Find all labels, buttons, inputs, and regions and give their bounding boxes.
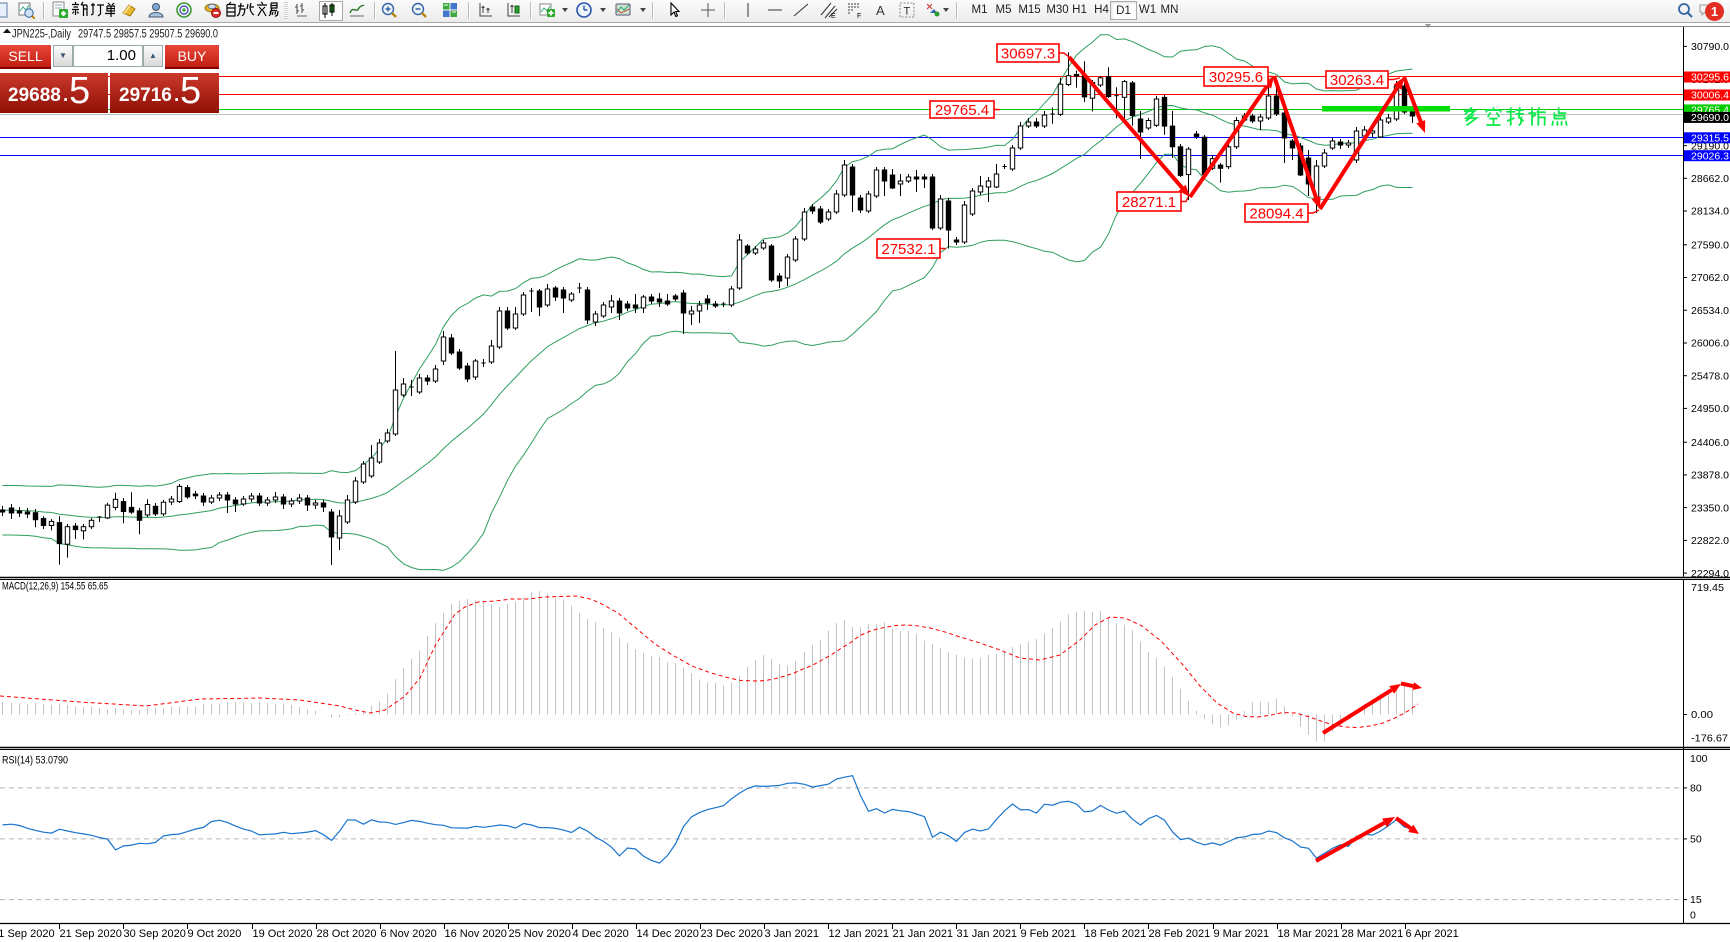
svg-text:11 Sep 2020: 11 Sep 2020: [0, 928, 55, 940]
svg-text:25478.0: 25478.0: [1691, 370, 1729, 382]
svg-text:28 Mar 2021: 28 Mar 2021: [1342, 928, 1404, 940]
svg-text:0: 0: [1690, 910, 1696, 922]
svg-text:29747.5 29857.5 29507.5 29690.: 29747.5 29857.5 29507.5 29690.0: [78, 27, 218, 41]
svg-text:9 Feb 2021: 9 Feb 2021: [1021, 928, 1077, 940]
svg-text:19 Oct 2020: 19 Oct 2020: [253, 928, 313, 940]
svg-text:18 Mar 2021: 18 Mar 2021: [1278, 928, 1340, 940]
svg-text:30295.6: 30295.6: [1691, 72, 1729, 84]
svg-text:27062.0: 27062.0: [1691, 272, 1729, 284]
svg-text:30006.4: 30006.4: [1691, 90, 1729, 102]
svg-text:24406.0: 24406.0: [1691, 437, 1729, 449]
svg-text:23350.0: 23350.0: [1691, 502, 1729, 514]
svg-text:21 Jan 2021: 21 Jan 2021: [893, 928, 954, 940]
svg-text:RSI(14) 53.0790: RSI(14) 53.0790: [2, 755, 68, 767]
svg-text:22822.0: 22822.0: [1691, 535, 1729, 547]
svg-text:28134.0: 28134.0: [1691, 206, 1729, 218]
svg-text:29690.0: 29690.0: [1691, 112, 1729, 124]
svg-text:T: T: [904, 6, 911, 18]
svg-text:31 Jan 2021: 31 Jan 2021: [957, 928, 1018, 940]
svg-text:F: F: [857, 13, 861, 19]
svg-text:29315.5: 29315.5: [1691, 133, 1729, 145]
svg-text:719.45: 719.45: [1691, 582, 1724, 594]
svg-text:26006.0: 26006.0: [1691, 338, 1729, 350]
svg-text:29026.3: 29026.3: [1691, 150, 1729, 162]
svg-text:28662.0: 28662.0: [1691, 173, 1729, 185]
svg-text:-176.67: -176.67: [1691, 733, 1728, 745]
svg-text:30263.4: 30263.4: [1330, 72, 1384, 89]
svg-text:28094.4: 28094.4: [1249, 205, 1303, 222]
svg-text:18 Feb 2021: 18 Feb 2021: [1085, 928, 1147, 940]
svg-text:6 Apr 2021: 6 Apr 2021: [1406, 928, 1459, 940]
svg-text:30 Sep 2020: 30 Sep 2020: [124, 928, 186, 940]
svg-text:27532.1: 27532.1: [881, 241, 935, 258]
svg-text:16 Nov 2020: 16 Nov 2020: [445, 928, 507, 940]
svg-text:E: E: [831, 13, 836, 19]
svg-text:24950.0: 24950.0: [1691, 403, 1729, 415]
svg-text:9 Oct 2020: 9 Oct 2020: [188, 928, 242, 940]
svg-text:100: 100: [1690, 753, 1708, 765]
svg-text:14 Dec 2020: 14 Dec 2020: [637, 928, 699, 940]
svg-text:28 Feb 2021: 28 Feb 2021: [1149, 928, 1211, 940]
svg-text:12 Jan 2021: 12 Jan 2021: [829, 928, 890, 940]
svg-text:6 Nov 2020: 6 Nov 2020: [381, 928, 437, 940]
svg-text:30697.3: 30697.3: [1001, 45, 1055, 62]
svg-text:A: A: [876, 3, 885, 18]
svg-text:80: 80: [1690, 783, 1702, 795]
svg-text:21 Sep 2020: 21 Sep 2020: [60, 928, 122, 940]
svg-text:JPN225-,Daily: JPN225-,Daily: [12, 27, 71, 41]
svg-text:15: 15: [1690, 894, 1702, 906]
svg-text:0.00: 0.00: [1691, 709, 1713, 721]
svg-text:23 Dec 2020: 23 Dec 2020: [701, 928, 763, 940]
svg-text:23878.0: 23878.0: [1691, 470, 1729, 482]
svg-text:27590.0: 27590.0: [1691, 240, 1729, 252]
svg-text:MACD(12,26,9) 154.55 65.65: MACD(12,26,9) 154.55 65.65: [2, 581, 108, 593]
svg-text:22294.0: 22294.0: [1691, 568, 1729, 580]
svg-text:9 Mar 2021: 9 Mar 2021: [1214, 928, 1270, 940]
svg-text:30790.0: 30790.0: [1691, 41, 1729, 53]
svg-text:28271.1: 28271.1: [1122, 194, 1176, 211]
svg-text:50: 50: [1690, 834, 1702, 846]
svg-text:25 Nov 2020: 25 Nov 2020: [509, 928, 571, 940]
svg-text:30295.6: 30295.6: [1209, 69, 1263, 86]
svg-text:3 Jan 2021: 3 Jan 2021: [765, 928, 819, 940]
svg-text:26534.0: 26534.0: [1691, 305, 1729, 317]
svg-text:4 Dec 2020: 4 Dec 2020: [573, 928, 629, 940]
svg-text:29765.4: 29765.4: [935, 102, 989, 119]
svg-text:28 Oct 2020: 28 Oct 2020: [317, 928, 377, 940]
